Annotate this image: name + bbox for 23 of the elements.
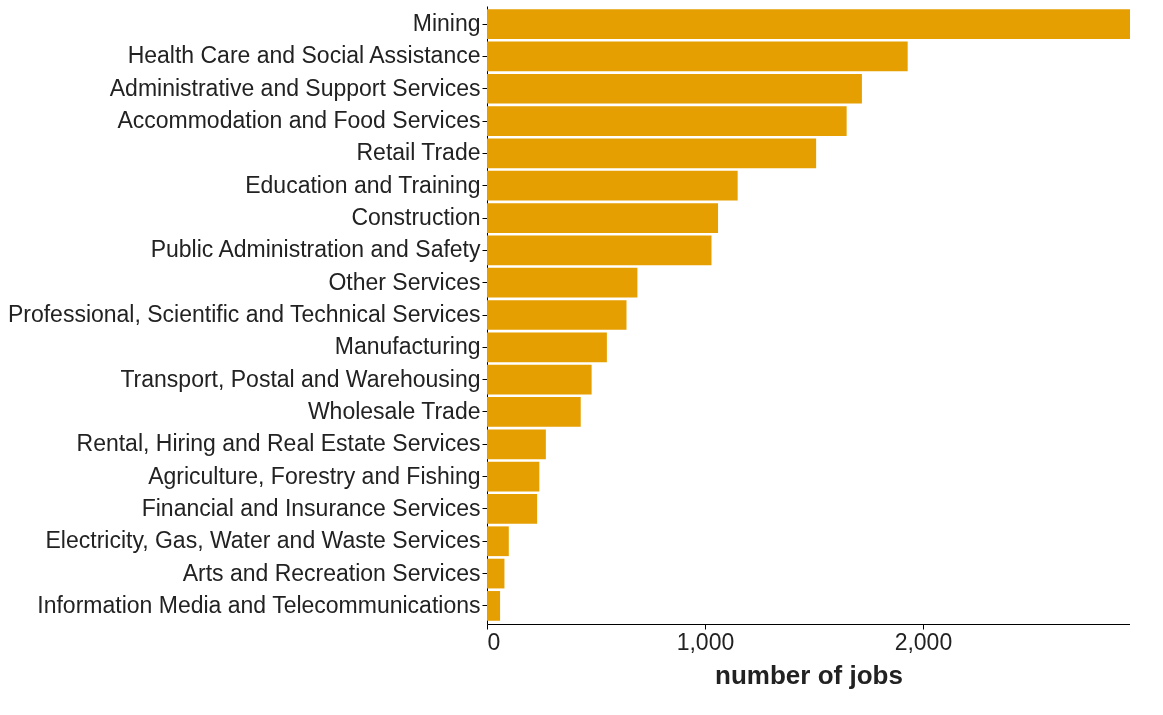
- y-tick-label: Public Administration and Safety: [150, 236, 481, 263]
- x-tick-label: 0: [487, 628, 501, 655]
- y-tick-label: Mining: [412, 10, 481, 37]
- y-tick-label: Rental, Hiring and Real Estate Services: [76, 430, 481, 457]
- y-tick-label: Financial and Insurance Services: [141, 494, 481, 521]
- y-tick-label: Information Media and Telecommunications: [37, 591, 481, 618]
- y-tick-label: Arts and Recreation Services: [182, 559, 481, 586]
- y-tick-label: Electricity, Gas, Water and Waste Services: [45, 527, 481, 554]
- y-tick-label: Agriculture, Forestry and Fishing: [148, 462, 481, 489]
- y-tick-label: Wholesale Trade: [307, 397, 481, 424]
- y-tick-label: Retail Trade: [356, 139, 481, 166]
- y-tick-label: Professional, Scientific and Technical Services: [7, 301, 481, 327]
- x-tick-label: 2,000: [894, 628, 953, 655]
- y-tick-label: Other Services: [328, 268, 481, 295]
- x-axis-title: number of jobs: [715, 659, 903, 690]
- y-tick-label: Administrative and Support Services: [109, 74, 481, 101]
- y-tick-label: Construction: [351, 204, 481, 231]
- y-tick-label: Manufacturing: [334, 333, 481, 360]
- x-tick-label: 1,000: [676, 628, 735, 655]
- y-tick-label: Transport, Postal and Warehousing: [120, 365, 481, 392]
- y-tick-label: Health Care and Social Assistance: [127, 42, 481, 69]
- y-tick-label: Education and Training: [245, 171, 481, 198]
- y-tick-label: Accommodation and Food Services: [117, 107, 481, 134]
